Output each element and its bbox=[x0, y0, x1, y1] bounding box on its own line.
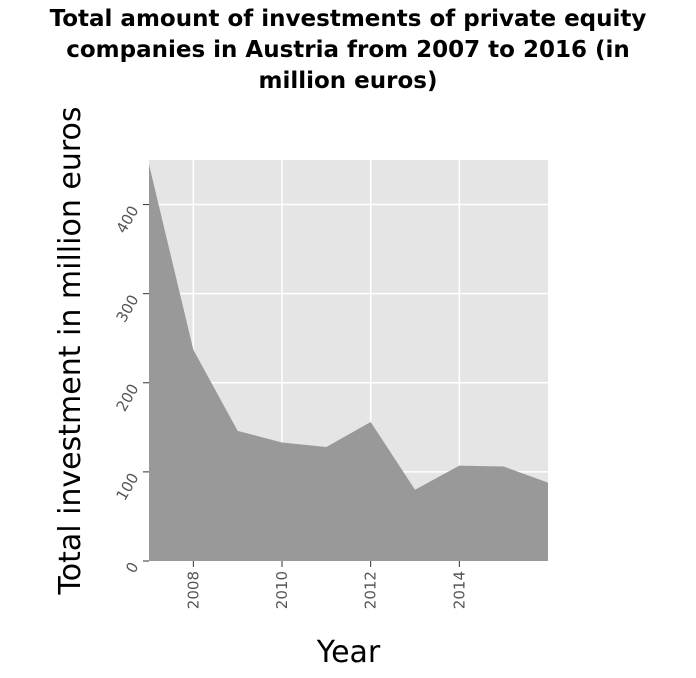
y-tick-label: 0 bbox=[122, 559, 142, 576]
x-tick-label: 2008 bbox=[184, 571, 202, 609]
x-axis-label: Year bbox=[316, 635, 381, 670]
y-tick-label: 300 bbox=[113, 292, 143, 326]
x-tick-labels: 2008 2010 2012 2014 bbox=[184, 571, 468, 609]
y-tick-label: 200 bbox=[113, 381, 143, 415]
x-tick-label: 2010 bbox=[273, 571, 291, 609]
y-tick-label: 400 bbox=[113, 203, 143, 237]
y-axis-label: Total investment in million euros bbox=[53, 106, 88, 595]
y-tick-labels: 0 100 200 300 400 bbox=[113, 203, 143, 577]
chart-title: Total amount of investments of private e… bbox=[49, 6, 647, 94]
axis-ticks bbox=[143, 204, 460, 567]
area-series bbox=[149, 164, 548, 561]
x-tick-label: 2014 bbox=[450, 571, 468, 609]
x-tick-label: 2012 bbox=[362, 571, 380, 609]
y-tick-label: 100 bbox=[113, 470, 143, 504]
